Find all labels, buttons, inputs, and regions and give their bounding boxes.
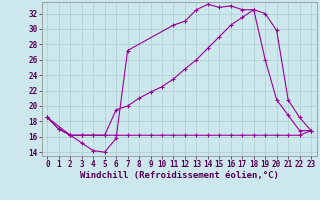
- X-axis label: Windchill (Refroidissement éolien,°C): Windchill (Refroidissement éolien,°C): [80, 171, 279, 180]
